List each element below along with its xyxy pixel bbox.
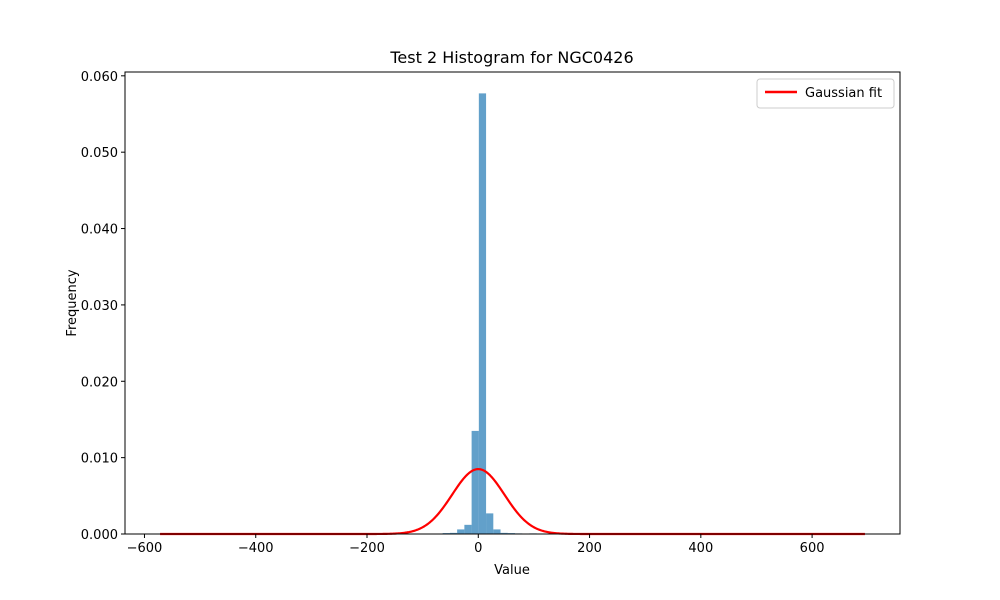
y-tick-label: 0.000: [81, 528, 118, 543]
histogram-bar: [486, 513, 494, 534]
y-axis-ticks: 0.000 0.010 0.020 0.030 0.040 0.050 0.060: [81, 70, 125, 543]
y-tick-label: 0.040: [81, 223, 118, 238]
histogram-bar: [500, 532, 508, 534]
y-tick-label: 0.010: [81, 452, 118, 467]
x-tick-label: −200: [349, 541, 385, 556]
plot-frame: [124, 71, 901, 535]
histogram-bar: [457, 529, 465, 534]
histogram-bar: [449, 532, 458, 534]
y-tick-label: 0.030: [81, 299, 118, 314]
y-axis-label: Frequency: [65, 269, 80, 336]
y-tick-label: 0.050: [81, 146, 118, 161]
y-tick-label: 0.020: [81, 375, 118, 390]
x-tick-label: 0: [474, 541, 482, 556]
x-tick-label: 400: [688, 541, 713, 556]
x-tick-label: 200: [577, 541, 602, 556]
x-axis-ticks: −600 −400 −200 0 200 400 600: [127, 534, 825, 556]
x-axis-label: Value: [494, 563, 530, 578]
y-tick-label: 0.060: [81, 70, 118, 85]
histogram-bar: [464, 524, 472, 534]
x-tick-label: 600: [800, 541, 825, 556]
histogram-bar: [471, 430, 479, 534]
legend-box: [756, 78, 895, 109]
legend-label-gaussian-fit: Gaussian fit: [805, 86, 882, 101]
x-tick-label: −400: [238, 541, 274, 556]
x-tick-label: −600: [127, 541, 163, 556]
chart-title: Test 2 Histogram for NGC0426: [389, 48, 633, 67]
histogram-bar: [493, 529, 501, 534]
histogram-bar: [478, 93, 487, 534]
legend: Gaussian fit: [756, 78, 895, 109]
